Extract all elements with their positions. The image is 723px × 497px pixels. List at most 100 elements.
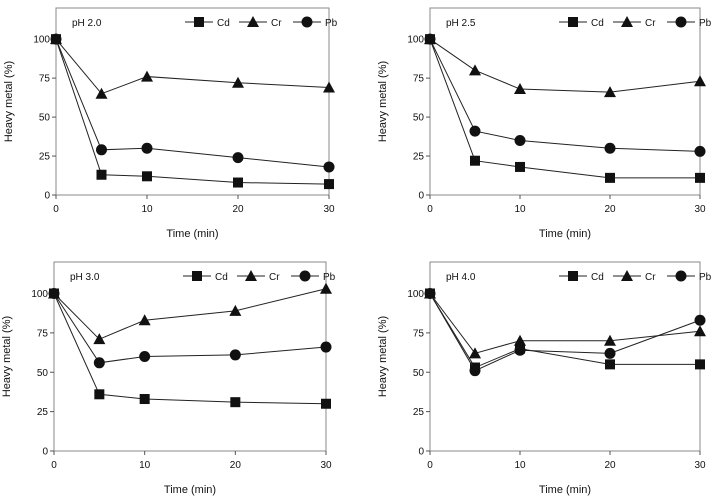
legend-marker-cr: [621, 270, 633, 281]
data-point-cr: [93, 333, 106, 345]
plot-frame: [429, 7, 701, 196]
y-tick-label: 25: [37, 407, 49, 418]
legend-marker-cd: [192, 271, 202, 281]
series-line-pb: [429, 38, 701, 152]
y-tick-label: 100: [407, 289, 424, 300]
x-axis-label: Time (min): [539, 484, 591, 496]
data-point-cd: [230, 397, 241, 408]
y-tick-label: 100: [407, 35, 424, 46]
data-point-cr: [141, 70, 153, 82]
data-point-cd: [470, 155, 480, 166]
x-tick-label: 20: [604, 460, 616, 471]
data-point-pb: [604, 142, 616, 154]
legend-label: Pb: [699, 18, 712, 29]
data-point-pb: [694, 314, 706, 326]
data-point-cd: [139, 394, 150, 405]
y-tick-label: 75: [39, 74, 51, 85]
data-point-pb: [229, 349, 241, 361]
x-tick-label: 30: [320, 460, 332, 471]
data-point-pb: [469, 365, 481, 377]
x-tick-label: 30: [694, 460, 706, 471]
data-point-pb: [50, 33, 62, 45]
data-point-cd: [605, 359, 615, 370]
legend-label: Cr: [271, 18, 282, 29]
x-tick-label: 10: [514, 460, 526, 471]
y-tick-label: 75: [37, 328, 49, 339]
legend-label: Cr: [645, 18, 656, 29]
y-tick-label: 75: [413, 74, 425, 85]
data-point-pb: [694, 145, 706, 157]
y-tick-label: 0: [418, 191, 424, 202]
x-axis-label: Time (min): [166, 228, 218, 240]
x-axis-label: Time (min): [539, 228, 591, 240]
data-point-cd: [233, 177, 243, 188]
legend-marker-cr: [245, 270, 257, 281]
y-tick-label: 100: [33, 35, 50, 46]
legend-marker-pb: [675, 270, 687, 282]
legend-marker-cr: [621, 16, 633, 27]
x-tick-label: 20: [232, 204, 244, 215]
panel-annotation: pH 2.0: [72, 18, 102, 29]
y-tick-label: 100: [31, 289, 48, 300]
plot-frame: [53, 261, 327, 452]
legend-label: Pb: [323, 272, 336, 283]
panel-annotation: pH 4.0: [446, 272, 476, 283]
data-point-pb: [424, 33, 436, 45]
data-point-pb: [139, 351, 151, 362]
x-tick-label: 10: [139, 460, 151, 471]
legend-marker-pb: [301, 16, 313, 28]
data-point-pb: [514, 134, 526, 146]
y-tick-label: 50: [413, 368, 425, 379]
data-point-cr: [138, 314, 151, 326]
data-point-cd: [94, 389, 105, 400]
y-tick-label: 25: [39, 152, 51, 163]
legend-label: Cd: [591, 272, 604, 283]
x-tick-label: 10: [141, 204, 153, 215]
series-line-pb: [429, 293, 701, 372]
legend-label: Pb: [699, 272, 712, 283]
data-point-cd: [695, 359, 705, 370]
data-point-cr: [694, 75, 706, 87]
x-tick-label: 10: [514, 204, 526, 215]
data-point-pb: [424, 288, 436, 299]
x-tick-label: 0: [427, 460, 433, 471]
panel-1: 0 25 50 75 100 0 10 20 30 Time (min) Heavy metal (…: [377, 7, 712, 240]
x-tick-label: 30: [694, 204, 706, 215]
legend-label: Cd: [217, 18, 230, 29]
data-point-pb: [469, 125, 481, 137]
x-tick-label: 0: [427, 204, 433, 215]
data-point-pb: [320, 341, 332, 353]
data-point-pb: [514, 344, 526, 356]
legend-marker-pb: [675, 16, 687, 28]
panel-3: 0 25 50 75 100 0 10 20 30 Time (min) Heavy metal (…: [377, 261, 712, 496]
data-point-cr: [604, 334, 616, 346]
data-point-pb: [48, 288, 60, 299]
data-point-cr: [514, 334, 526, 346]
x-tick-label: 0: [53, 204, 59, 215]
y-tick-label: 50: [39, 113, 51, 124]
y-tick-label: 0: [418, 447, 424, 458]
data-point-cr: [232, 76, 244, 88]
data-point-cr: [229, 304, 242, 316]
data-point-cd: [515, 161, 525, 172]
data-point-cr: [469, 347, 481, 359]
data-point-cd: [96, 169, 107, 180]
y-axis-label: Heavy metal (%): [377, 61, 389, 142]
series-line-cd: [53, 293, 327, 405]
y-axis-label: Heavy metal (%): [1, 316, 13, 397]
y-tick-label: 75: [413, 328, 425, 339]
data-point-cr: [514, 83, 526, 95]
y-tick-label: 0: [42, 447, 48, 458]
data-point-cr: [320, 282, 332, 294]
panel-0: 0 25 50 75 100 0 10 20 30 Time (min) Heavy metal (…: [3, 7, 338, 240]
legend-label: Pb: [325, 18, 338, 29]
data-point-cr: [694, 325, 706, 337]
legend-marker-cr: [247, 16, 259, 27]
y-tick-label: 0: [44, 191, 50, 202]
series-line-cr: [53, 288, 327, 340]
x-tick-label: 20: [230, 460, 242, 471]
data-point-pb: [323, 161, 335, 173]
data-point-cr: [469, 64, 481, 76]
data-point-pb: [96, 144, 107, 156]
